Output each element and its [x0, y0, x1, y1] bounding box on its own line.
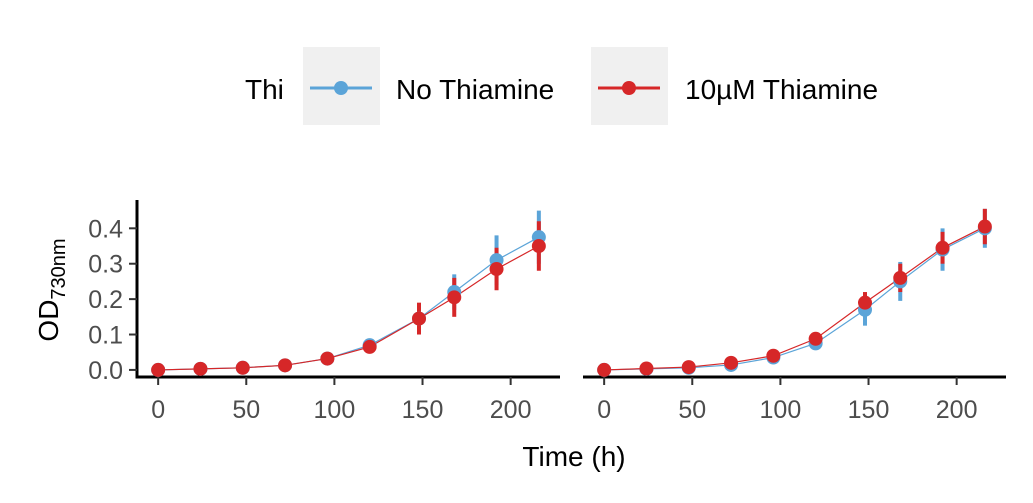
data-point-10-m-thiamine	[808, 331, 823, 346]
legend-entry-10um-thiamine: 10µM Thiamine	[591, 47, 878, 125]
data-point-10-m-thiamine	[447, 290, 462, 305]
legend-label-no-thiamine: No Thiamine	[396, 74, 554, 105]
x-tick-label: 0	[597, 396, 611, 424]
data-point-10-m-thiamine	[858, 295, 872, 310]
legend: Thi No Thiamine 10µM Thiamine	[245, 47, 878, 125]
x-tick-label: 0	[151, 396, 165, 424]
data-point-10-m-thiamine	[412, 311, 426, 326]
data-point-10-m-thiamine	[531, 239, 546, 254]
legend-title: Thi	[245, 74, 284, 105]
panel-left: 0.0 0.1 0.2 0.3 0.4 0 50 100 150 200	[88, 200, 560, 424]
data-point-10-m-thiamine	[724, 355, 739, 370]
legend-key-point	[622, 81, 636, 95]
y-tick-label: 0.1	[88, 322, 123, 350]
data-point-10-m-thiamine	[935, 240, 950, 255]
data-point-10-m-thiamine	[639, 361, 654, 376]
x-tick-label: 150	[402, 396, 444, 424]
data-point-10-m-thiamine	[362, 339, 377, 354]
y-tick-label: 0.2	[88, 286, 123, 314]
y-axis-title-subscript: 730nm	[48, 238, 70, 299]
x-tick-label: 50	[678, 396, 706, 424]
data-point-10-m-thiamine	[235, 360, 250, 375]
data-point-10-m-thiamine	[151, 362, 166, 377]
series-line-10-m-thiamine	[158, 245, 540, 371]
y-axis-title: OD730nm	[33, 238, 70, 341]
series-line-10-m-thiamine	[604, 226, 986, 371]
y-tick-label: 0.3	[88, 251, 123, 279]
legend-key-point	[334, 81, 348, 95]
y-tick-label: 0.4	[88, 215, 123, 243]
legend-label-10um-thiamine: 10µM Thiamine	[685, 74, 878, 105]
data-point-10-m-thiamine	[597, 362, 612, 377]
legend-entry-no-thiamine: No Thiamine	[303, 47, 554, 125]
y-tick-label: 0.0	[88, 357, 123, 385]
data-point-10-m-thiamine	[489, 262, 504, 277]
x-tick-label: 100	[760, 396, 802, 424]
x-tick-label: 200	[936, 396, 978, 424]
x-tick-label: 150	[848, 396, 890, 424]
y-axis-title-main: OD	[33, 300, 64, 342]
data-point-10-m-thiamine	[766, 348, 781, 363]
data-point-10-m-thiamine	[681, 360, 696, 375]
data-point-10-m-thiamine	[893, 270, 908, 285]
x-tick-label: 50	[232, 396, 260, 424]
data-point-10-m-thiamine	[320, 351, 335, 366]
x-tick-label: 200	[490, 396, 532, 424]
data-point-10-m-thiamine	[193, 361, 208, 376]
data-point-10-m-thiamine	[278, 358, 293, 373]
panel-right: 0 50 100 150 200	[583, 208, 1006, 424]
x-tick-label: 100	[314, 396, 356, 424]
data-point-10-m-thiamine	[977, 219, 992, 234]
x-axis-title: Time (h)	[522, 441, 625, 472]
